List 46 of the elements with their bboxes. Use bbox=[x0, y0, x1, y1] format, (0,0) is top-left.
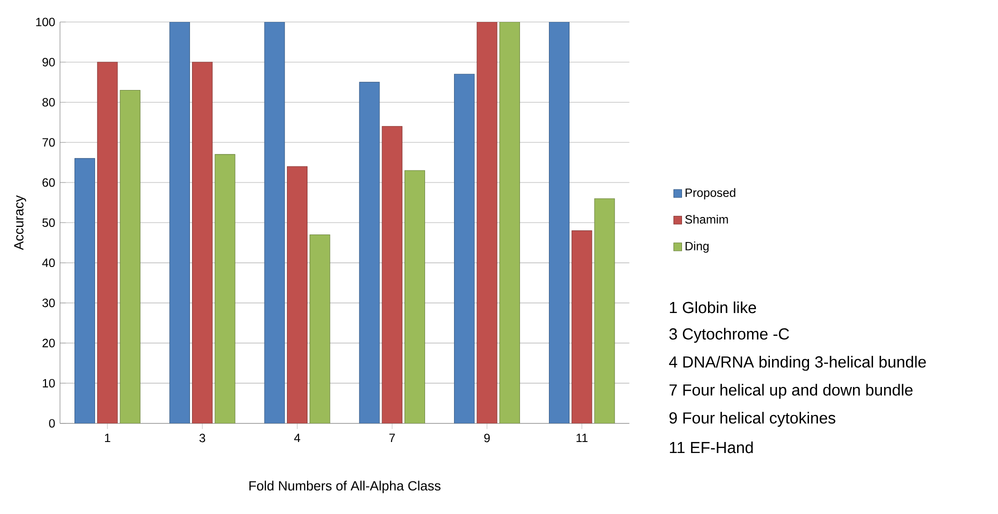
y-tick-label: 10 bbox=[42, 378, 55, 388]
x-tick-label: 1 bbox=[105, 434, 110, 442]
bar bbox=[264, 22, 285, 424]
bar bbox=[476, 22, 498, 424]
bar bbox=[97, 62, 118, 424]
y-tick-label: 20 bbox=[42, 338, 55, 348]
text: 9 Four helical cytokines bbox=[669, 412, 836, 427]
text: 7 Four helical up and down bundle bbox=[670, 384, 913, 399]
y-axis-title: Accuracy bbox=[14, 195, 26, 250]
bar bbox=[594, 198, 615, 424]
x-tick-label: 9 bbox=[484, 434, 490, 442]
bar bbox=[74, 158, 96, 424]
legend-label: Proposed bbox=[686, 188, 736, 200]
x-tick-label: 7 bbox=[389, 434, 395, 442]
y-tick-label: 100 bbox=[36, 18, 55, 26]
y-tick-label: 80 bbox=[42, 98, 55, 107]
legend-label: Shamim bbox=[685, 214, 728, 224]
bar bbox=[404, 170, 426, 424]
y-tick-label: 70 bbox=[42, 138, 55, 147]
text: 1 Globin like bbox=[670, 301, 756, 314]
bar bbox=[192, 62, 213, 424]
y-tick-label: 0 bbox=[49, 419, 55, 428]
bar bbox=[499, 22, 520, 424]
text: 11 EF-Hand bbox=[670, 441, 753, 454]
text: 3 Cytochrome -C bbox=[669, 328, 790, 343]
y-tick-label: 60 bbox=[42, 178, 55, 187]
x-tick-label: 4 bbox=[294, 434, 300, 442]
bar bbox=[572, 230, 592, 424]
bar bbox=[286, 166, 308, 424]
x-axis-title: Fold Numbers of All-Alpha Class bbox=[249, 480, 440, 494]
bar bbox=[548, 22, 570, 424]
bar bbox=[120, 90, 140, 424]
y-tick-label: 30 bbox=[42, 298, 55, 308]
y-tick-label: 50 bbox=[42, 218, 55, 227]
x-tick-label: 3 bbox=[199, 434, 206, 442]
bar bbox=[382, 126, 402, 424]
y-tick-label: 40 bbox=[42, 258, 55, 268]
bar bbox=[359, 82, 380, 424]
bar bbox=[169, 22, 190, 424]
legend-label: Ding bbox=[686, 242, 709, 253]
x-tick-label: 11 bbox=[576, 434, 588, 442]
bar bbox=[214, 154, 236, 424]
text: 4 DNA/RNA binding 3-helical bundle bbox=[669, 356, 926, 371]
bar bbox=[310, 234, 330, 424]
y-tick-label: 90 bbox=[42, 58, 55, 66]
bar bbox=[454, 74, 475, 424]
